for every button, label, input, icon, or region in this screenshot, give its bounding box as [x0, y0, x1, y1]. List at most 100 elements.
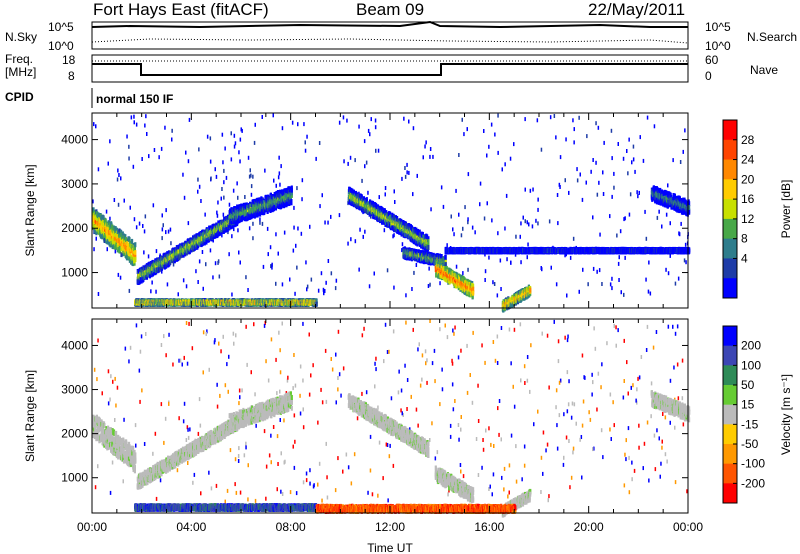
nsky-tick-low: 10^0	[48, 39, 74, 53]
scatter-cell	[665, 267, 667, 272]
echo-cell	[404, 231, 407, 237]
scatter-cell	[354, 158, 356, 163]
scatter-cell	[236, 181, 238, 186]
echo-cell	[408, 223, 411, 229]
scatter-cell	[497, 231, 499, 236]
scatter-cell	[377, 148, 380, 153]
scatter-cell	[564, 178, 566, 183]
echo-cell	[94, 224, 97, 230]
echo-cell	[421, 231, 424, 237]
scatter-cell	[119, 275, 122, 280]
scatter-cell	[647, 289, 650, 294]
scatter-cell	[474, 230, 476, 235]
scatter-cell	[324, 289, 326, 293]
scatter-cell	[161, 269, 163, 274]
scatter-cell	[271, 262, 273, 267]
scatter-cell	[293, 225, 295, 230]
echo-cell	[269, 208, 272, 213]
scatter-cell	[617, 142, 619, 146]
echo-cell	[245, 210, 248, 216]
scatter-cell	[610, 128, 613, 133]
echo-cell	[233, 210, 236, 216]
scatter-cell	[241, 128, 243, 133]
echo-cell	[217, 220, 220, 226]
echo-cell	[372, 214, 375, 220]
echo-cell	[472, 286, 475, 292]
scatter-cell	[595, 160, 597, 165]
scatter-cell	[223, 195, 225, 200]
nave-tick-low: 0	[705, 69, 712, 83]
scatter-cell	[185, 284, 188, 289]
scatter-cell	[684, 242, 687, 247]
scatter-cell	[117, 202, 120, 207]
scatter-cell	[373, 271, 375, 276]
scatter-cell	[479, 202, 481, 207]
scatter-cell	[496, 293, 499, 298]
scatter-cell	[142, 224, 144, 228]
scatter-cell	[611, 156, 613, 161]
echo-cell	[148, 273, 151, 279]
echo-cell	[349, 187, 353, 193]
echo-cell	[401, 222, 404, 228]
scatter-cell	[216, 210, 218, 215]
scatter-cell	[347, 241, 349, 246]
scatter-cell	[369, 132, 371, 137]
scatter-cell	[334, 286, 337, 291]
scatter-cell	[170, 241, 172, 246]
scatter-cell	[632, 144, 635, 149]
echo-cell	[359, 205, 362, 211]
scatter-cell	[273, 178, 275, 183]
echo-cell	[165, 262, 168, 268]
scatter-cell	[506, 257, 508, 262]
echo-cell	[388, 220, 391, 226]
scatter-cell	[266, 226, 269, 231]
scatter-cell	[198, 184, 201, 189]
scatter-cell	[252, 221, 254, 226]
echo-cell	[92, 207, 95, 213]
scatter-cell	[645, 236, 648, 241]
scatter-cell	[683, 258, 686, 263]
nave-label: Nave	[750, 63, 779, 77]
scatter-cell	[97, 167, 100, 172]
scatter-cell	[393, 189, 395, 194]
scatter-cell	[566, 293, 568, 298]
scatter-cell	[200, 199, 202, 203]
scatter-cell	[216, 213, 219, 218]
echo-cell	[129, 240, 132, 246]
scatter-cell	[278, 155, 280, 160]
scatter-cell	[524, 219, 526, 224]
scatter-cell	[677, 276, 680, 281]
scatter-cell	[685, 260, 687, 265]
scatter-cell	[183, 195, 186, 200]
echo-cell	[290, 187, 293, 193]
scatter-cell	[171, 137, 173, 142]
scatter-cell	[669, 253, 671, 258]
echo-cell	[134, 242, 137, 248]
scatter-cell	[327, 259, 330, 263]
echo-cell	[112, 234, 115, 240]
echo-cell	[471, 293, 474, 299]
echo-cell	[190, 247, 193, 253]
scatter-cell	[425, 140, 427, 145]
scatter-cell	[536, 118, 539, 123]
scatter-cell	[141, 157, 143, 161]
echo-cell	[357, 193, 360, 199]
echo-cell	[259, 198, 262, 204]
scatter-cell	[317, 288, 320, 293]
scatter-cell	[223, 180, 225, 185]
scatter-cell	[467, 172, 470, 177]
scatter-cell	[667, 183, 669, 188]
echo-cell	[116, 229, 119, 235]
scatter-cell	[324, 220, 326, 225]
scatter-cell	[232, 188, 235, 193]
scatter-cell	[209, 248, 212, 253]
scatter-cell	[167, 229, 170, 234]
scatter-cell	[238, 250, 240, 255]
scatter-cell	[230, 157, 233, 162]
echo-cell	[125, 251, 129, 256]
scatter-cell	[510, 260, 512, 265]
scatter-cell	[228, 202, 231, 207]
scatter-cell	[413, 270, 415, 275]
scatter-cell	[367, 128, 370, 133]
scatter-cell	[148, 154, 150, 159]
